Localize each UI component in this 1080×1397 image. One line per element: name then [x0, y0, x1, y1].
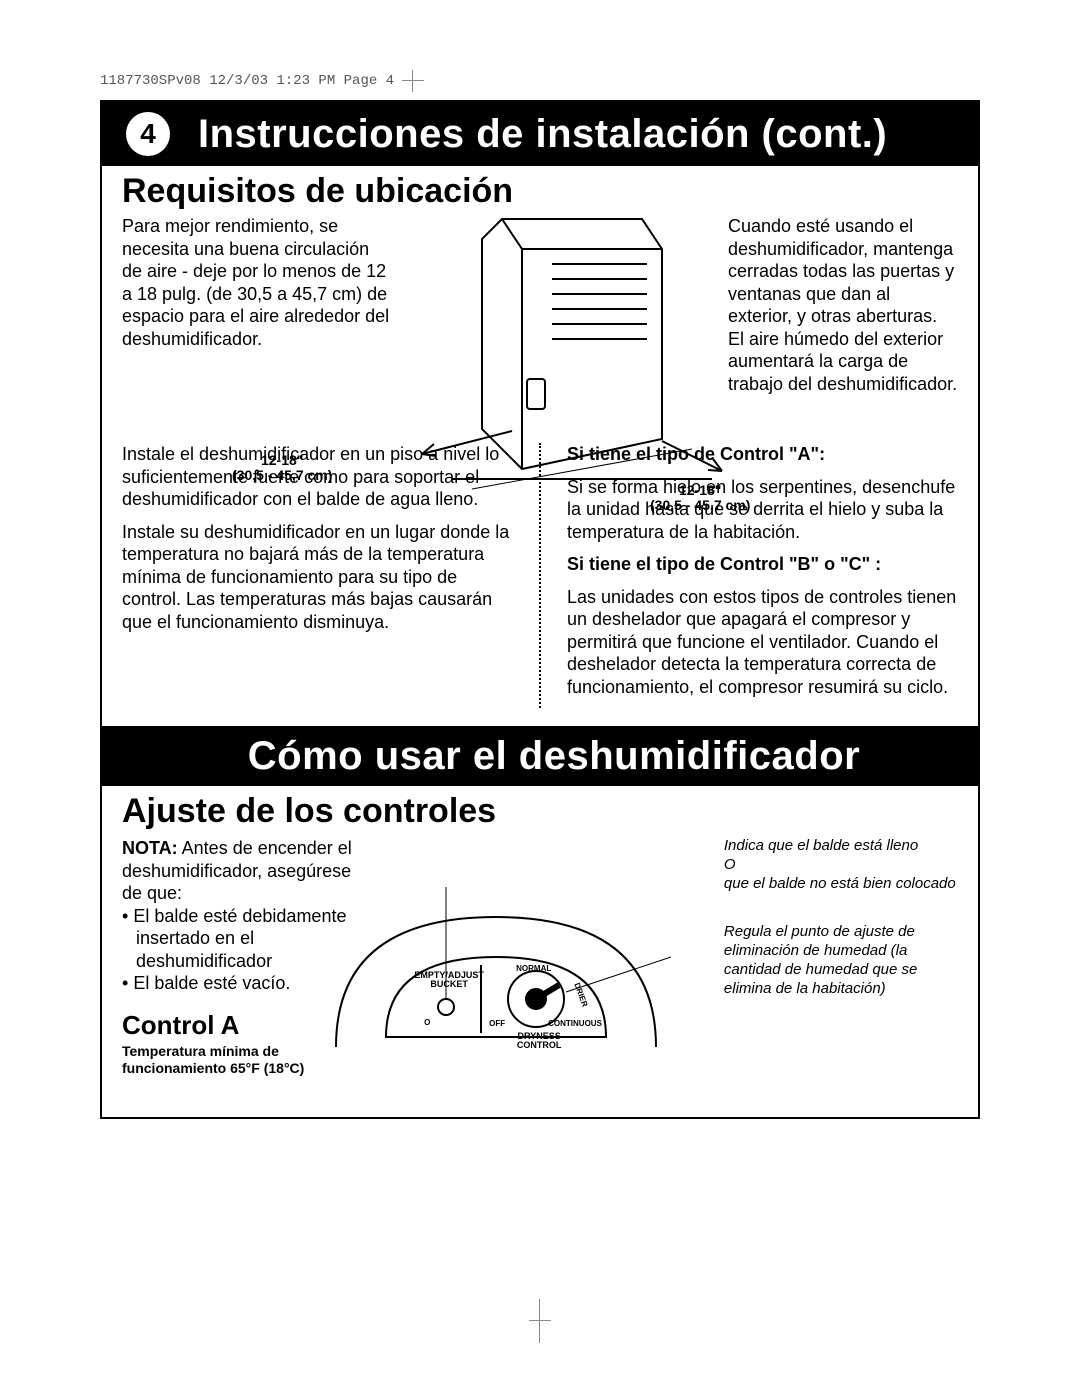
section-title: Instrucciones de instalación (cont.)	[198, 112, 887, 157]
header-text: 1187730SPv08 12/3/03 1:23 PM Page 4	[100, 73, 394, 89]
panel-dot: O	[424, 1019, 430, 1027]
control-panel-figure: EMPTY/ADJUST BUCKET O DRYNESS CONTROL OF…	[376, 837, 704, 1077]
section-banner-install: 4 Instrucciones de instalación (cont.)	[102, 102, 978, 166]
dehumidifier-figure	[412, 215, 708, 395]
panel-normal: NORMAL	[516, 965, 551, 973]
panel-off: OFF	[489, 1020, 505, 1028]
heading-control-bc: Si tiene el tipo de Control "B" o "C" :	[567, 553, 958, 576]
clearance-label-left: 12-18" (30,5 - 45,7 cm)	[232, 453, 332, 484]
page-frame: 4 Instrucciones de instalación (cont.) R…	[100, 100, 980, 1119]
crop-mark-icon	[529, 1310, 551, 1332]
nota-label: NOTA:	[122, 838, 178, 858]
usage-title: Cómo usar el deshumidificador	[248, 734, 860, 779]
bottom-crop-mark	[529, 1310, 551, 1337]
subheading-requisitos: Requisitos de ubicación	[122, 172, 978, 211]
panel-dryness-label: DRYNESS CONTROL	[494, 1032, 584, 1050]
panel-continuous: CONTINUOUS	[548, 1020, 602, 1028]
section-number-badge: 4	[126, 112, 170, 156]
section-banner-usage: Cómo usar el deshumidificador	[102, 726, 978, 786]
para-control-bc: Las unidades con estos tipos de controle…	[567, 586, 958, 699]
para-airflow: Para mejor rendimiento, se necesita una …	[122, 215, 392, 395]
clearance-label-right: 12-18" (30,5 - 45,7 cm)	[650, 483, 750, 514]
controls-row: NOTA: Antes de encender el deshumidifica…	[102, 837, 978, 1077]
controls-right-col: Indica que el balde está lleno O que el …	[724, 837, 958, 1077]
crop-mark-icon	[402, 70, 424, 92]
subheading-ajuste: Ajuste de los controles	[122, 792, 978, 831]
caption-bucket-full: Indica que el balde está lleno O que el …	[724, 837, 958, 893]
panel-bucket-label: EMPTY/ADJUST BUCKET	[414, 971, 484, 989]
print-header: 1187730SPv08 12/3/03 1:23 PM Page 4	[100, 70, 980, 92]
para-temp: Instale su deshumidificador en un lugar …	[122, 521, 513, 634]
para-doors: Cuando esté usando el deshumidificador, …	[728, 215, 958, 395]
caption-dryness: Regula el punto de ajuste de eliminación…	[724, 923, 958, 998]
manual-page: 1187730SPv08 12/3/03 1:23 PM Page 4 4 In…	[100, 70, 980, 1119]
